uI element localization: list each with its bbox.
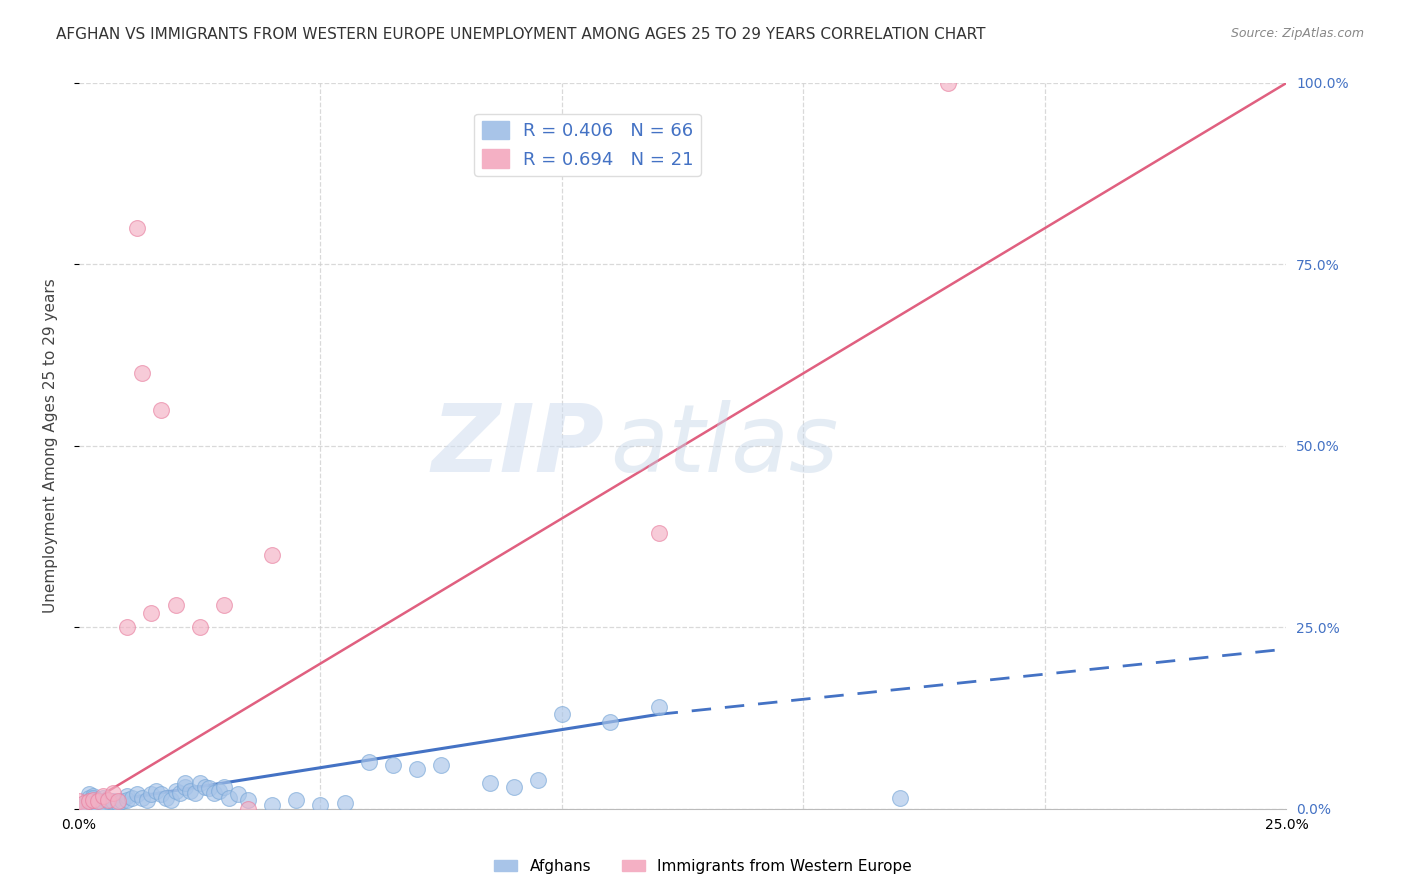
- Point: [117, 793, 139, 807]
- Point: [527, 772, 550, 787]
- Point: [107, 796, 129, 810]
- Point: [77, 794, 100, 808]
- Point: [135, 793, 157, 807]
- Point: [212, 780, 235, 794]
- Point: [502, 780, 524, 794]
- Point: [285, 793, 308, 807]
- Legend: R = 0.406   N = 66, R = 0.694   N = 21: R = 0.406 N = 66, R = 0.694 N = 21: [474, 114, 700, 176]
- Point: [228, 787, 250, 801]
- Point: [188, 620, 211, 634]
- Point: [131, 366, 153, 380]
- Point: [647, 700, 669, 714]
- Point: [97, 793, 120, 807]
- Point: [101, 794, 124, 808]
- Point: [165, 599, 187, 613]
- Point: [174, 780, 197, 794]
- Point: [551, 707, 574, 722]
- Point: [141, 606, 163, 620]
- Point: [82, 790, 104, 805]
- Point: [179, 783, 201, 797]
- Point: [193, 780, 215, 794]
- Point: [67, 794, 90, 808]
- Point: [184, 786, 207, 800]
- Point: [478, 776, 501, 790]
- Point: [107, 794, 129, 808]
- Point: [73, 796, 96, 810]
- Point: [599, 714, 621, 729]
- Point: [67, 802, 90, 816]
- Point: [309, 798, 332, 813]
- Point: [87, 798, 110, 813]
- Point: [174, 776, 197, 790]
- Point: [77, 790, 100, 805]
- Point: [91, 789, 114, 803]
- Point: [77, 798, 100, 813]
- Point: [77, 802, 100, 816]
- Point: [202, 786, 225, 800]
- Point: [430, 758, 453, 772]
- Point: [67, 799, 90, 814]
- Point: [125, 221, 148, 235]
- Text: ZIP: ZIP: [432, 400, 605, 491]
- Point: [117, 620, 139, 634]
- Text: Source: ZipAtlas.com: Source: ZipAtlas.com: [1230, 27, 1364, 40]
- Y-axis label: Unemployment Among Ages 25 to 29 years: Unemployment Among Ages 25 to 29 years: [44, 278, 58, 613]
- Text: atlas: atlas: [610, 401, 838, 491]
- Point: [889, 790, 911, 805]
- Point: [91, 796, 114, 810]
- Point: [73, 799, 96, 814]
- Point: [212, 599, 235, 613]
- Point: [125, 787, 148, 801]
- Point: [198, 781, 221, 796]
- Point: [87, 794, 110, 808]
- Point: [73, 798, 96, 813]
- Point: [169, 786, 191, 800]
- Point: [647, 525, 669, 540]
- Point: [150, 402, 173, 417]
- Point: [141, 787, 163, 801]
- Text: AFGHAN VS IMMIGRANTS FROM WESTERN EUROPE UNEMPLOYMENT AMONG AGES 25 TO 29 YEARS : AFGHAN VS IMMIGRANTS FROM WESTERN EUROPE…: [56, 27, 986, 42]
- Point: [236, 793, 259, 807]
- Point: [357, 755, 380, 769]
- Point: [262, 548, 284, 562]
- Point: [67, 802, 90, 816]
- Point: [117, 789, 139, 803]
- Point: [188, 776, 211, 790]
- Point: [73, 800, 96, 814]
- Point: [155, 790, 177, 805]
- Point: [97, 794, 120, 808]
- Point: [150, 787, 173, 801]
- Point: [938, 76, 960, 90]
- Point: [67, 798, 90, 813]
- Point: [333, 796, 356, 810]
- Point: [218, 790, 240, 805]
- Point: [82, 798, 104, 813]
- Point: [73, 802, 96, 816]
- Point: [381, 758, 404, 772]
- Point: [101, 786, 124, 800]
- Point: [91, 790, 114, 805]
- Point: [236, 802, 259, 816]
- Legend: Afghans, Immigrants from Western Europe: Afghans, Immigrants from Western Europe: [488, 853, 918, 880]
- Point: [145, 783, 167, 797]
- Point: [121, 790, 143, 805]
- Point: [262, 798, 284, 813]
- Point: [159, 793, 181, 807]
- Point: [406, 762, 429, 776]
- Point: [67, 800, 90, 814]
- Point: [208, 783, 231, 797]
- Point: [131, 790, 153, 805]
- Point: [77, 787, 100, 801]
- Point: [82, 789, 104, 803]
- Point: [87, 793, 110, 807]
- Point: [111, 794, 134, 808]
- Point: [82, 796, 104, 810]
- Point: [82, 793, 104, 807]
- Point: [165, 783, 187, 797]
